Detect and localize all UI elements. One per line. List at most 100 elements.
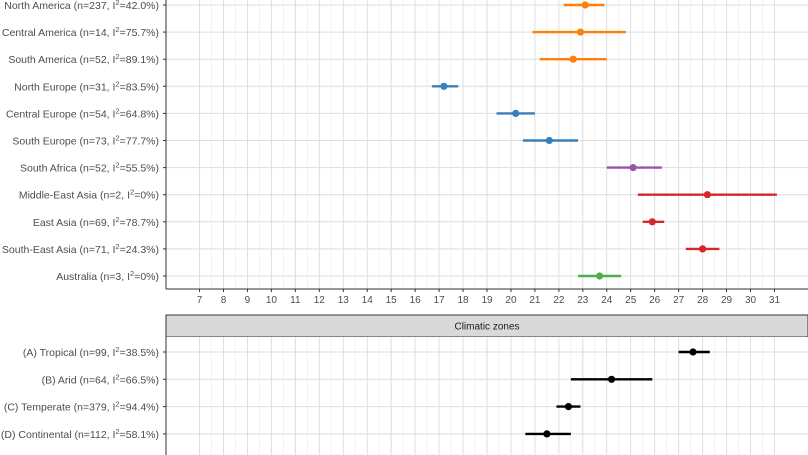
y-tick-label-tail: =58.1%) (120, 429, 159, 441)
y-tick-label-superscript: 2 (115, 134, 119, 143)
estimate-point (703, 191, 711, 199)
x-tick-label: 13 (338, 295, 350, 306)
y-tick-label-main: (D) Continental (n=112, I (1, 429, 116, 441)
x-tick-label: 8 (221, 295, 227, 306)
estimate-point (595, 272, 604, 280)
y-tick-label-tail: =24.3%) (120, 244, 159, 256)
y-tick-label: Central Europe (n=54, I2=64.8%) (6, 106, 159, 120)
y-tick-label-superscript: 2 (115, 242, 119, 251)
x-tick-label: 30 (745, 295, 757, 306)
y-tick-label: (B) Arid (n=64, I2=66.5%) (42, 372, 159, 386)
y-tick-label-main: North America (n=237, I (4, 0, 115, 12)
x-tick-label: 7 (197, 295, 203, 306)
estimate-point (569, 55, 577, 63)
y-tick-label-main: Central Europe (n=54, I (6, 108, 115, 120)
estimate-point (648, 218, 656, 226)
y-tick-label-superscript: 2 (115, 25, 119, 34)
x-tick-label: 12 (314, 295, 326, 306)
y-tick-label-tail: =77.7%) (120, 136, 159, 148)
y-tick-label: East Asia (n=69, I2=78.7%) (33, 215, 159, 229)
estimate-point (564, 403, 573, 411)
y-tick-label-superscript: 2 (115, 106, 119, 115)
x-tick-label: 22 (553, 295, 565, 306)
x-tick-label: 27 (673, 295, 685, 306)
estimate-point (689, 348, 697, 356)
y-tick-label-tail: =42.0%) (120, 0, 159, 12)
y-tick-label-tail: =0%) (134, 271, 159, 283)
x-tick-label: 18 (457, 295, 469, 306)
x-tick-label: 16 (410, 295, 422, 306)
y-tick-label-superscript: 2 (115, 79, 119, 88)
climatic-zones-panel-marks (525, 348, 710, 438)
y-tick-label: North America (n=237, I2=42.0%) (4, 0, 159, 12)
y-tick-label-main: Middle-East Asia (n=2, I (19, 190, 130, 202)
y-tick-label-main: Australia (n=3, I (56, 271, 130, 283)
estimate-point (512, 109, 520, 117)
climatic-zones-panel-grid (166, 337, 808, 455)
y-tick-label: (D) Continental (n=112, I2=58.1%) (1, 427, 159, 441)
y-tick-label: South-East Asia (n=71, I2=24.3%) (2, 242, 159, 256)
x-tick-label: 31 (769, 295, 781, 306)
estimate-point (545, 136, 553, 145)
climatic-zones-panel: Climatic zones (A) Tropical (n=99, I2=38… (1, 314, 808, 455)
y-tick-label: South Africa (n=52, I2=55.5%) (20, 161, 159, 175)
estimate-point (607, 375, 616, 383)
y-tick-label-tail: =38.5%) (120, 347, 159, 359)
y-tick-label-tail: =64.8%) (120, 108, 159, 120)
y-tick-label: Middle-East Asia (n=2, I2=0%) (19, 188, 159, 202)
regions-panel: North America (n=237, I2=42.0%)Central A… (2, 0, 808, 306)
x-tick-label: 15 (386, 295, 398, 306)
regions-x-axis: 7 8 9 10 11 12 13 14 15 16 17 18 19 20 21 22 23 24 25 26 27 2… (166, 288, 808, 306)
x-tick-label: 24 (601, 295, 613, 306)
x-tick-label: 21 (529, 295, 541, 306)
x-tick-label: 25 (625, 295, 637, 306)
y-tick-label-superscript: 2 (115, 400, 119, 409)
y-tick-label-main: (C) Temperate (n=379, I (4, 402, 116, 414)
y-tick-label: South America (n=52, I2=89.1%) (8, 52, 159, 66)
y-tick-label-tail: =94.4%) (120, 402, 159, 414)
estimate-point (629, 164, 637, 172)
y-tick-label: (A) Tropical (n=99, I2=38.5%) (23, 345, 159, 359)
x-tick-label: 10 (266, 295, 278, 306)
y-tick-label-superscript: 2 (115, 161, 119, 170)
y-tick-label-main: (A) Tropical (n=99, I (23, 347, 116, 359)
y-tick-label-superscript: 2 (115, 215, 119, 224)
x-tick-label: 11 (290, 295, 301, 306)
regions-y-labels: North America (n=237, I2=42.0%)Central A… (2, 0, 166, 283)
y-tick-label-tail: =83.5%) (120, 81, 159, 93)
y-tick-label-tail: =89.1%) (120, 54, 159, 66)
estimate-point (440, 82, 448, 90)
y-tick-label: North Europe (n=31, I2=83.5%) (14, 79, 159, 93)
y-tick-label-superscript: 2 (115, 345, 119, 354)
x-tick-label: 28 (697, 295, 709, 306)
y-tick-label: Central America (n=14, I2=75.7%) (2, 25, 159, 39)
y-tick-label: South Europe (n=73, I2=77.7%) (12, 134, 159, 148)
y-tick-label-tail: =66.5%) (120, 374, 159, 386)
x-tick-label: 29 (721, 295, 733, 306)
y-tick-label-tail: =0%) (134, 190, 159, 202)
y-tick-label-main: North Europe (n=31, I (14, 81, 115, 93)
y-tick-label-tail: =75.7%) (120, 27, 159, 39)
estimate-point (543, 430, 551, 438)
regions-panel-grid (166, 0, 808, 289)
y-tick-label-superscript: 2 (115, 52, 119, 61)
climatic-zones-y-labels: (A) Tropical (n=99, I2=38.5%)(B) Arid (n… (1, 345, 166, 441)
y-tick-label-main: South-East Asia (n=71, I (2, 244, 116, 256)
y-tick-label-main: South Europe (n=73, I (12, 136, 115, 148)
y-tick-label-superscript: 2 (115, 0, 119, 7)
y-tick-label-tail: =55.5%) (120, 163, 159, 175)
regions-panel-marks (431, 1, 777, 280)
climatic-zones-strip-title: Climatic zones (454, 322, 519, 333)
estimate-point (576, 28, 585, 36)
y-tick-label-superscript: 2 (130, 269, 134, 278)
y-tick-label-main: Central America (n=14, I (2, 27, 116, 39)
x-tick-label: 20 (505, 295, 517, 306)
x-tick-label: 26 (649, 295, 661, 306)
y-tick-label: (C) Temperate (n=379, I2=94.4%) (4, 400, 159, 414)
y-tick-label: Australia (n=3, I2=0%) (56, 269, 159, 283)
estimate-point (581, 1, 589, 9)
y-tick-label-superscript: 2 (115, 427, 119, 436)
y-tick-label-main: (B) Arid (n=64, I (42, 374, 116, 386)
y-tick-label-main: East Asia (n=69, I (33, 217, 116, 229)
